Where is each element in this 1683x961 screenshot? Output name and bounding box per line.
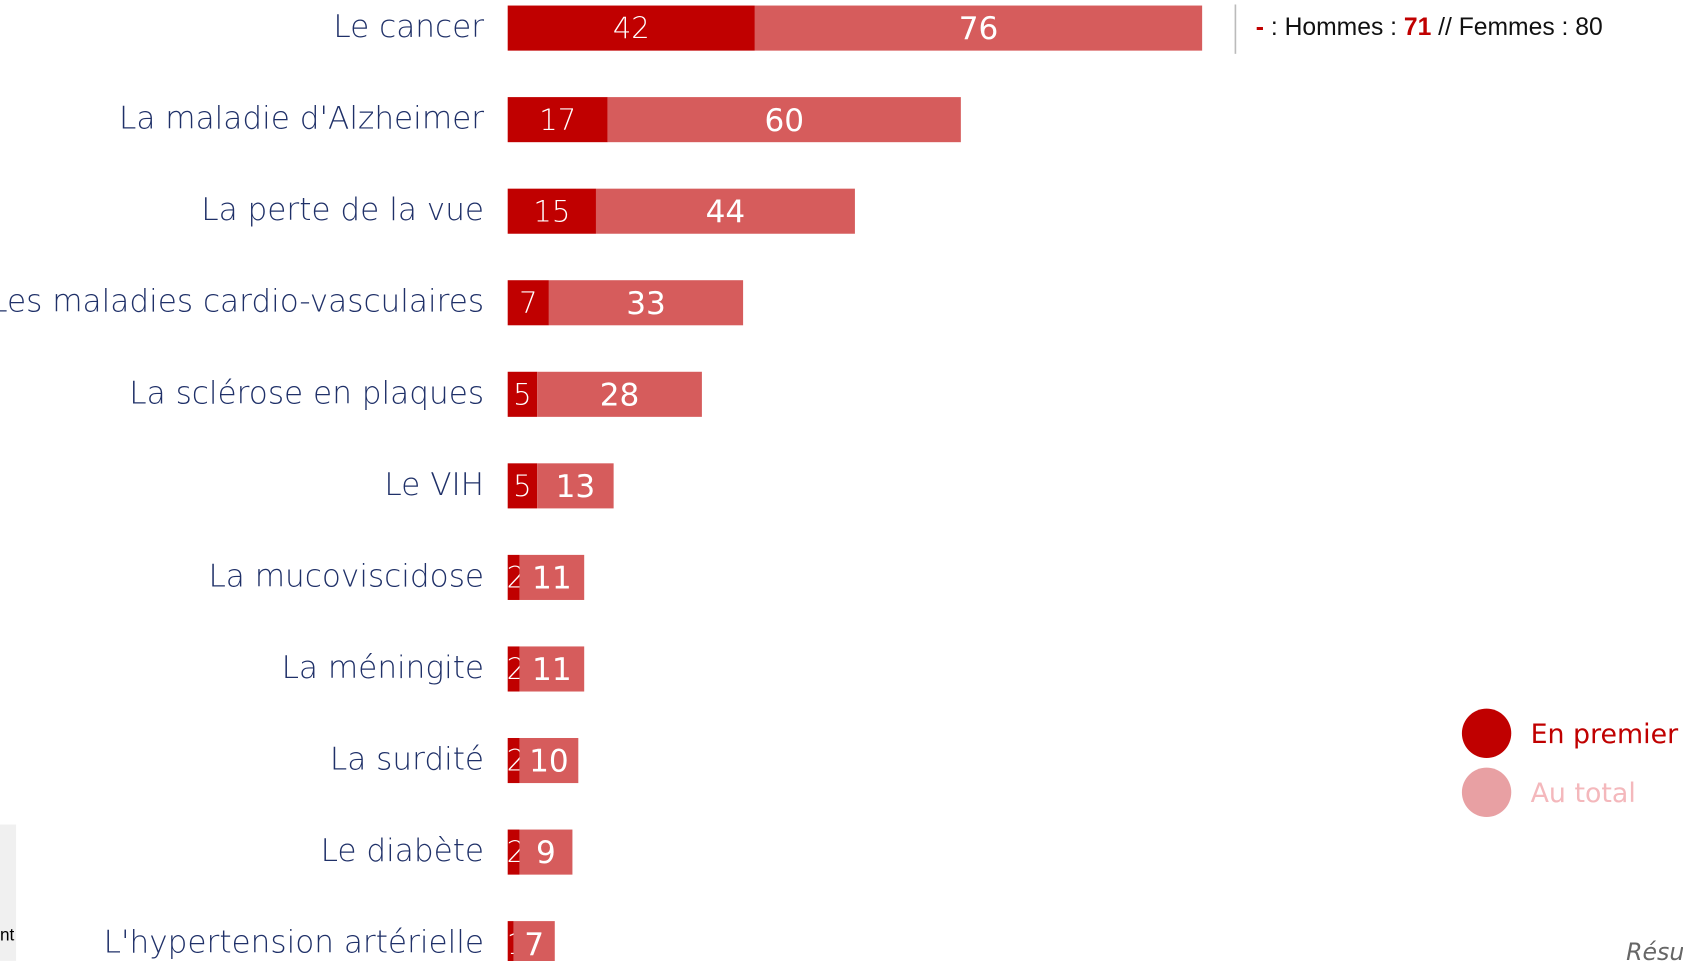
bar-segment: [507, 921, 514, 961]
bar-segment: [519, 829, 573, 875]
bar-segment: [595, 188, 855, 234]
legend-swatch: [1461, 708, 1512, 758]
category-label: Le diabète: [321, 833, 485, 869]
category-label: Le cancer: [333, 9, 484, 45]
legend-swatch: [1461, 767, 1512, 817]
bar-segment: [507, 280, 549, 326]
bar-segment: [607, 97, 961, 143]
value-label: 15: [533, 194, 570, 228]
bar-segment: [548, 280, 744, 326]
category-label: Le VIH: [384, 467, 484, 503]
note-part: : Hommes :: [1264, 14, 1404, 41]
legend-label: Au total: [1531, 778, 1636, 809]
value-label: 17: [539, 103, 576, 137]
note: - : Hommes : 71 // Femmes : 80: [1256, 14, 1603, 41]
category-label: La sclérose en plaques: [129, 375, 484, 411]
value-label: 33: [626, 286, 666, 322]
value-label: 11: [532, 652, 572, 688]
category-label: La méningite: [282, 650, 484, 686]
value-label: 42: [613, 11, 650, 45]
value-label: 5: [513, 377, 531, 411]
bar-segment: [507, 5, 755, 51]
note-part: // Femmes : 80: [1431, 14, 1602, 41]
value-label: 9: [536, 835, 556, 871]
value-label: 11: [532, 561, 572, 597]
fragment: nt: [0, 925, 15, 945]
value-label: 44: [706, 194, 746, 230]
value-label: 28: [600, 377, 640, 413]
bar-segment: [507, 97, 608, 143]
value-label: 7: [524, 927, 544, 961]
category-label: La maladie d'Alzheimer: [119, 101, 484, 137]
bar-segment: [507, 188, 596, 234]
bar-segment: [507, 646, 520, 692]
fragment: Résu: [1626, 938, 1683, 961]
bar-segment: [507, 829, 520, 875]
value-label: 13: [556, 469, 596, 505]
bar-segment: [507, 371, 538, 417]
bar-segment: [519, 646, 585, 692]
bar-segment: [754, 5, 1203, 51]
category-label: Les maladies cardio-vasculaires: [0, 284, 484, 320]
bar-segment: [507, 463, 538, 509]
category-label: La surdité: [330, 742, 484, 778]
category-label: La mucoviscidose: [208, 558, 484, 594]
bar-segment: [507, 737, 520, 784]
value-label: 76: [959, 11, 999, 47]
value-label: 60: [764, 103, 804, 139]
category-label: L'hypertension artérielle: [104, 925, 484, 961]
bar-segment: [537, 463, 614, 509]
value-label: 5: [513, 469, 531, 503]
bar-segment: [537, 371, 702, 417]
value-label: 10: [529, 744, 569, 780]
note-part: 71: [1404, 14, 1432, 41]
legend-label: En premier: [1531, 719, 1680, 750]
bar-segment: [513, 921, 555, 961]
category-label: La perte de la vue: [201, 192, 484, 228]
value-label: 7: [519, 286, 537, 320]
bar-segment: [519, 737, 579, 784]
bar-segment: [519, 554, 585, 600]
side-panel: [0, 824, 17, 961]
bar-segment: [507, 554, 520, 600]
note-part: -: [1256, 14, 1264, 41]
